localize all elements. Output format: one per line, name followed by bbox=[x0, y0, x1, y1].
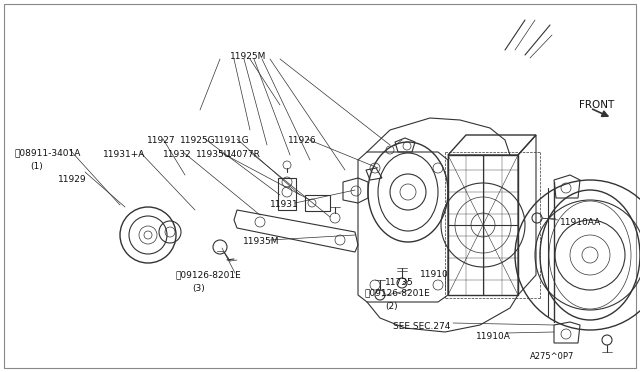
Text: 11935M: 11935M bbox=[243, 237, 280, 246]
Text: 11911G: 11911G bbox=[214, 136, 250, 145]
Text: (3): (3) bbox=[192, 284, 205, 293]
Text: 11926: 11926 bbox=[288, 136, 317, 145]
Text: (2): (2) bbox=[385, 302, 397, 311]
Text: 11735: 11735 bbox=[385, 278, 413, 287]
Text: ⒲09126-8201E: ⒲09126-8201E bbox=[175, 270, 241, 279]
Text: 11931: 11931 bbox=[270, 200, 299, 209]
Text: 11927: 11927 bbox=[147, 136, 175, 145]
Text: A275^0P7: A275^0P7 bbox=[530, 352, 574, 361]
Text: 11931+A: 11931+A bbox=[103, 150, 145, 159]
Bar bbox=[305, 195, 330, 211]
Text: (1): (1) bbox=[30, 162, 43, 171]
Text: 11932: 11932 bbox=[163, 150, 191, 159]
Text: ⒲09126-8201E: ⒲09126-8201E bbox=[365, 288, 431, 297]
Text: ⓝ08911-3401A: ⓝ08911-3401A bbox=[14, 148, 81, 157]
Text: 11910: 11910 bbox=[420, 270, 449, 279]
Text: 14077R: 14077R bbox=[226, 150, 261, 159]
Text: 11935U: 11935U bbox=[196, 150, 231, 159]
Text: 11910A: 11910A bbox=[476, 332, 511, 341]
Text: 11929: 11929 bbox=[58, 175, 86, 184]
Text: SEE SEC.274: SEE SEC.274 bbox=[393, 322, 451, 331]
Text: FRONT: FRONT bbox=[579, 100, 614, 110]
Bar bbox=[278, 178, 296, 210]
Text: 11925M: 11925M bbox=[230, 52, 266, 61]
Text: 11910AA: 11910AA bbox=[560, 218, 601, 227]
Text: 11925G: 11925G bbox=[180, 136, 216, 145]
